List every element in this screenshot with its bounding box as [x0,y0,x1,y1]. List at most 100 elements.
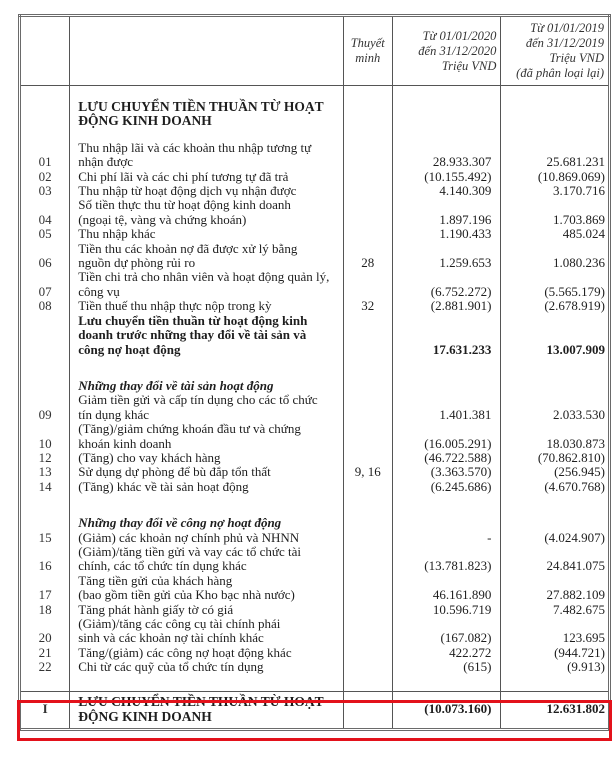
note-cell [342,602,393,617]
spacer-row [18,494,610,517]
value-2019-cell: (2.678.919) [500,298,610,314]
description-cell: Tiền chi trả cho nhân viên và hoạt động … [69,270,344,300]
table-row: 17 Tăng tiền gửi của khách hàng (bao gồm … [18,573,610,603]
code-cell: 21 [18,645,71,661]
value-2019-cell: 1.080.236 [500,241,610,271]
table-row: 14 (Tăng) khác về tài sản hoạt động (6.245… [18,479,610,495]
value-2020-cell: 28.933.307 [391,140,502,170]
spacer-cell [69,128,344,141]
description-cell: Lưu chuyển tiền thuần từ hoạt động kinh … [69,313,344,357]
table-row: 08 Tiền thuế thu nhập thực nộp trong kỳ 32… [18,298,610,314]
value-2019-cell: (9.913) [500,659,610,675]
table-row: 04 Số tiền thực thu từ hoạt động kinh doa… [18,198,610,228]
description-cell: Chi phí lãi và các chi phí tương tự đã t… [69,169,344,185]
value-2020-cell: (6.245.686) [391,479,502,495]
description-cell: Giảm tiền gửi và cấp tín dụng cho các tổ… [69,393,344,423]
section-title-row: LƯU CHUYỂN TIỀN THUẦN TỪ HOẠT ĐỘNG KINH … [18,99,610,129]
code-cell [18,378,71,394]
value-2020-cell: 10.596.719 [391,602,502,617]
table-header-row: Thuyết minh Từ 01/01/2020 đến 31/12/2020… [18,15,610,86]
spacer-cell [500,356,610,379]
note-cell [342,100,393,129]
spacer-cell [18,356,71,379]
note-cell [342,140,393,170]
value-2019-cell [500,100,610,129]
description-cell: Những thay đổi về công nợ hoạt động [69,515,344,531]
value-2019-cell: 123.695 [500,617,610,646]
spacer-cell [18,674,71,692]
spacer-cell [391,356,502,379]
note-cell: 32 [342,298,393,314]
description-cell: Số tiền thực thu từ hoạt động kinh doanh… [69,198,344,228]
description-cell: (Giảm)/tăng tiền gửi và vay các tổ chức … [69,544,344,574]
code-cell: 14 [18,479,71,495]
description-cell: LƯU CHUYỂN TIỀN THUẦN TỪ HOẠT ĐỘNG KINH … [69,99,344,129]
liabilities-heading-row: Những thay đổi về công nợ hoạt động [18,515,610,531]
cash-flow-table: Thuyết minh Từ 01/01/2020 đến 31/12/2020… [18,14,611,731]
total-row: I LƯU CHUYỂN TIỀN THUẦN TỪ HOẠT ĐỘNG KINH… [18,690,610,730]
value-2019-cell: 485.024 [500,226,610,242]
spacer-cell [69,356,344,379]
code-cell: 22 [18,659,71,675]
code-cell: 13 [18,464,71,480]
value-2020-cell: (16.005.291) [391,422,502,451]
table-body: LƯU CHUYỂN TIỀN THUẦN TỪ HOẠT ĐỘNG KINH … [18,85,610,730]
spacer-cell [18,128,71,141]
note-cell [342,660,393,675]
table-row: 16 (Giảm)/tăng tiền gửi và vay các tổ chứ… [18,544,610,574]
value-2019-cell [500,378,610,394]
code-cell [18,516,71,531]
assets-heading-row: Những thay đổi về tài sản hoạt động [18,378,610,394]
code-cell: 03 [18,183,71,199]
code-cell: 05 [18,226,71,242]
spacer-cell [342,128,393,141]
spacer-row [18,128,610,141]
description-cell: Tiền thuế thu nhập thực nộp trong kỳ [69,298,344,314]
description-cell: LƯU CHUYỂN TIỀN THUẦN TỪ HOẠT ĐỘNG KINH … [69,690,344,730]
spacer-cell [69,85,344,100]
value-2020-cell: (10.155.492) [391,169,502,185]
description-cell: Tăng phát hành giấy tờ có giá [69,602,344,617]
table-row: 02 Chi phí lãi và các chi phí tương tự đã… [18,169,610,185]
value-2019-cell: 1.703.869 [500,198,610,228]
value-2020-cell: (615) [391,659,502,675]
note-cell [342,573,393,603]
code-cell [18,313,71,357]
value-2020-cell: - [391,530,502,545]
spacer-cell [391,494,502,517]
note-cell [342,450,393,466]
value-2019-cell: 25.681.231 [500,140,610,170]
code-cell: 06 [18,241,71,271]
note-cell [342,530,393,545]
value-2019-cell: (10.869.069) [500,169,610,185]
description-cell: (Giảm) các khoản nợ chính phủ và NHNN [69,530,344,545]
note-cell [342,270,393,300]
value-2019-cell: 18.030.873 [500,422,610,451]
code-cell: 02 [18,169,71,185]
table-row: 05 Thu nhập khác 1.190.433 485.024 [18,226,610,242]
note-cell [342,198,393,228]
spacer-cell [69,494,344,517]
note-cell: 28 [342,241,393,271]
value-2019-cell: (256.945) [500,464,610,480]
value-2020-cell: 46.161.890 [391,573,502,603]
value-2019-cell: (5.565.179) [500,270,610,300]
description-cell: Thu nhập từ hoạt động dịch vụ nhận được [69,183,344,199]
description-cell: Tăng/(giảm) các công nợ hoạt động khác [69,645,344,661]
table-row: 01 Thu nhập lãi và các khoản thu nhập tươ… [18,140,610,170]
value-2020-cell: 1.259.653 [391,241,502,271]
code-cell: 07 [18,270,71,300]
spacer-row [18,85,610,100]
spacer-cell [391,85,502,100]
spacer-cell [18,494,71,517]
value-2020-cell: (13.781.823) [391,544,502,574]
header-description [69,15,344,86]
table-row: 22 Chi từ các quỹ của tổ chức tín dụng (61… [18,659,610,675]
table-row: 03 Thu nhập từ hoạt động dịch vụ nhận đượ… [18,183,610,199]
spacer-cell [500,128,610,141]
value-2020-cell: 4.140.309 [391,183,502,199]
value-2020-cell: (6.752.272) [391,270,502,300]
spacer-cell [391,674,502,692]
note-cell [342,617,393,646]
value-2019-cell [500,516,610,531]
